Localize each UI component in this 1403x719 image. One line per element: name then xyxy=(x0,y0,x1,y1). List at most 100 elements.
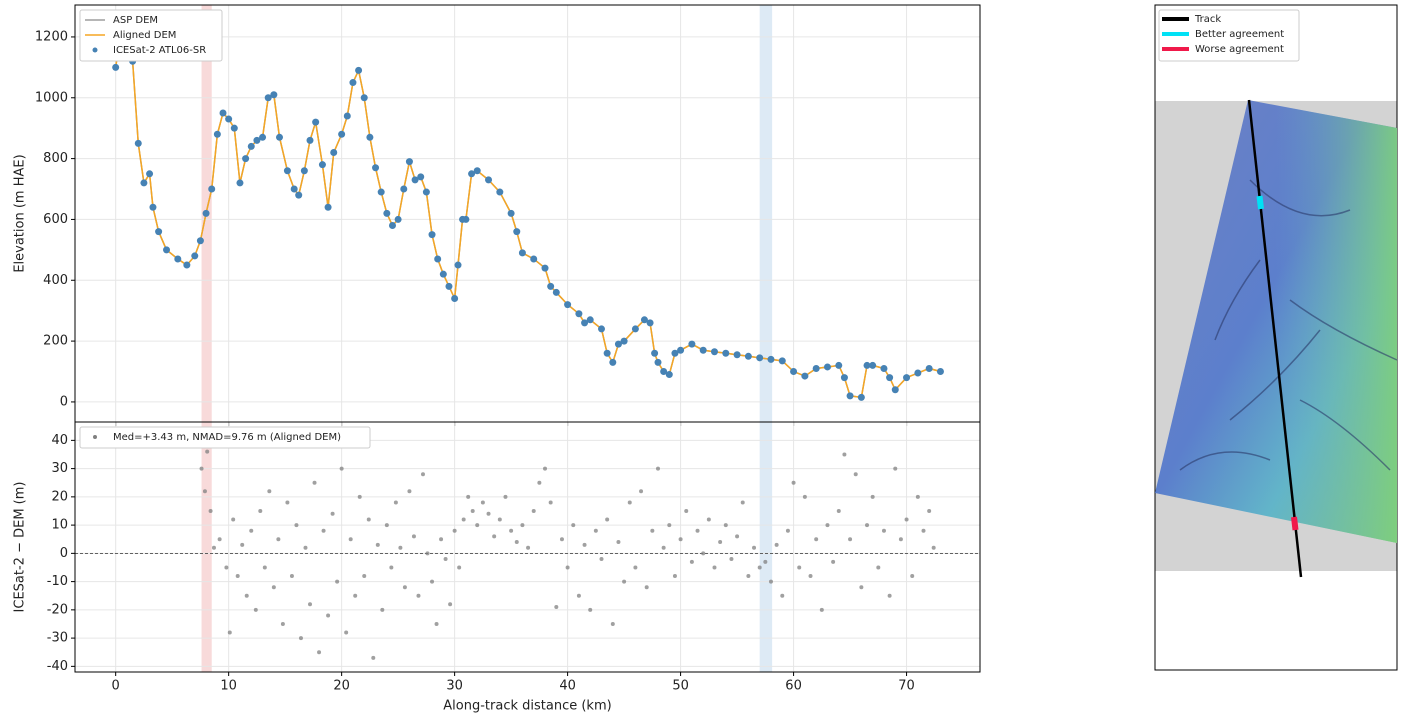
map-legend-box xyxy=(1158,9,1300,62)
data-point xyxy=(593,528,598,533)
data-point xyxy=(371,655,376,660)
data-point xyxy=(548,500,553,505)
data-point xyxy=(881,528,886,533)
data-point xyxy=(655,466,660,471)
data-point xyxy=(208,185,216,193)
data-point xyxy=(258,508,263,513)
data-point xyxy=(689,559,694,564)
data-point xyxy=(588,607,593,612)
data-point xyxy=(631,325,639,333)
data-point xyxy=(366,133,374,141)
x-tick-label: 60 xyxy=(785,679,802,694)
data-point xyxy=(801,372,809,380)
data-point xyxy=(360,94,368,102)
y-tick-label: -30 xyxy=(47,631,68,646)
data-point xyxy=(554,605,559,610)
legend-swatch xyxy=(92,47,98,53)
better-segment xyxy=(1256,195,1264,210)
data-point xyxy=(242,155,250,163)
data-point xyxy=(294,523,299,528)
data-point xyxy=(677,346,685,354)
data-point xyxy=(767,355,775,363)
data-point xyxy=(667,523,672,528)
data-point xyxy=(451,295,459,303)
data-point xyxy=(405,158,413,166)
legend-label: ICESat-2 ATL06-SR xyxy=(113,45,206,56)
data-point xyxy=(509,528,514,533)
data-point xyxy=(898,537,903,542)
legend-box xyxy=(79,9,223,62)
data-point xyxy=(616,540,621,545)
data-point xyxy=(375,542,380,547)
data-point xyxy=(778,357,786,365)
subplot: 0 10 20 30 40 50 60 70 -40 -30 -20 -10 0 10 20 30 40 Med=… xyxy=(13,421,981,714)
data-point xyxy=(454,261,462,269)
data-point xyxy=(791,480,796,485)
dem-line xyxy=(114,35,941,399)
data-point xyxy=(227,630,232,635)
data-point xyxy=(651,349,659,357)
data-point xyxy=(372,164,380,172)
worse-segment xyxy=(1291,516,1299,531)
data-point xyxy=(733,351,741,359)
x-tick-label: 30 xyxy=(446,679,463,694)
data-point xyxy=(383,209,391,217)
data-point xyxy=(831,559,836,564)
data-point xyxy=(393,500,398,505)
data-point xyxy=(526,545,531,550)
legend-label: Aligned DEM xyxy=(113,30,176,41)
dem-shade xyxy=(1155,100,1397,543)
data-point xyxy=(355,66,363,74)
y-tick-label: 30 xyxy=(51,461,68,476)
data-point xyxy=(744,352,752,360)
data-point xyxy=(344,630,349,635)
data-point xyxy=(485,176,493,184)
data-point xyxy=(434,621,439,626)
y-tick-label: 0 xyxy=(60,546,68,561)
plot-area xyxy=(112,33,944,401)
y-tick-label: 800 xyxy=(43,151,68,166)
axes-frame xyxy=(74,421,981,673)
data-point xyxy=(318,161,326,169)
legend-label: ASP DEM xyxy=(113,15,158,26)
plot-area xyxy=(199,444,936,660)
data-point xyxy=(377,188,385,196)
data-point xyxy=(746,573,751,578)
data-point xyxy=(756,354,764,362)
data-point xyxy=(362,573,367,578)
data-point xyxy=(644,585,649,590)
data-point xyxy=(559,537,564,542)
data-point xyxy=(627,500,632,505)
data-point xyxy=(457,565,462,570)
data-point xyxy=(163,246,171,254)
highlight-span xyxy=(201,422,212,672)
data-point xyxy=(846,392,854,400)
data-point xyxy=(183,261,191,269)
data-point xyxy=(699,346,707,354)
data-point xyxy=(338,130,346,138)
data-point xyxy=(140,179,148,187)
data-point xyxy=(661,545,666,550)
data-point xyxy=(886,374,894,382)
data-point xyxy=(848,537,853,542)
data-point xyxy=(921,528,926,533)
data-point xyxy=(503,494,508,499)
data-point xyxy=(353,593,358,598)
data-point xyxy=(513,228,521,236)
data-point xyxy=(518,249,526,257)
map-legend-label: Track xyxy=(1194,14,1221,25)
data-point xyxy=(931,545,936,550)
data-point xyxy=(492,534,497,539)
data-point xyxy=(729,557,734,562)
data-point xyxy=(470,508,475,513)
data-point xyxy=(880,364,888,372)
highlight-span xyxy=(759,422,773,672)
data-point xyxy=(620,337,628,345)
data-point xyxy=(285,500,290,505)
data-point xyxy=(389,565,394,570)
legend-swatch xyxy=(93,435,97,439)
data-point xyxy=(870,494,875,499)
data-point xyxy=(303,545,308,550)
data-point xyxy=(191,252,199,260)
